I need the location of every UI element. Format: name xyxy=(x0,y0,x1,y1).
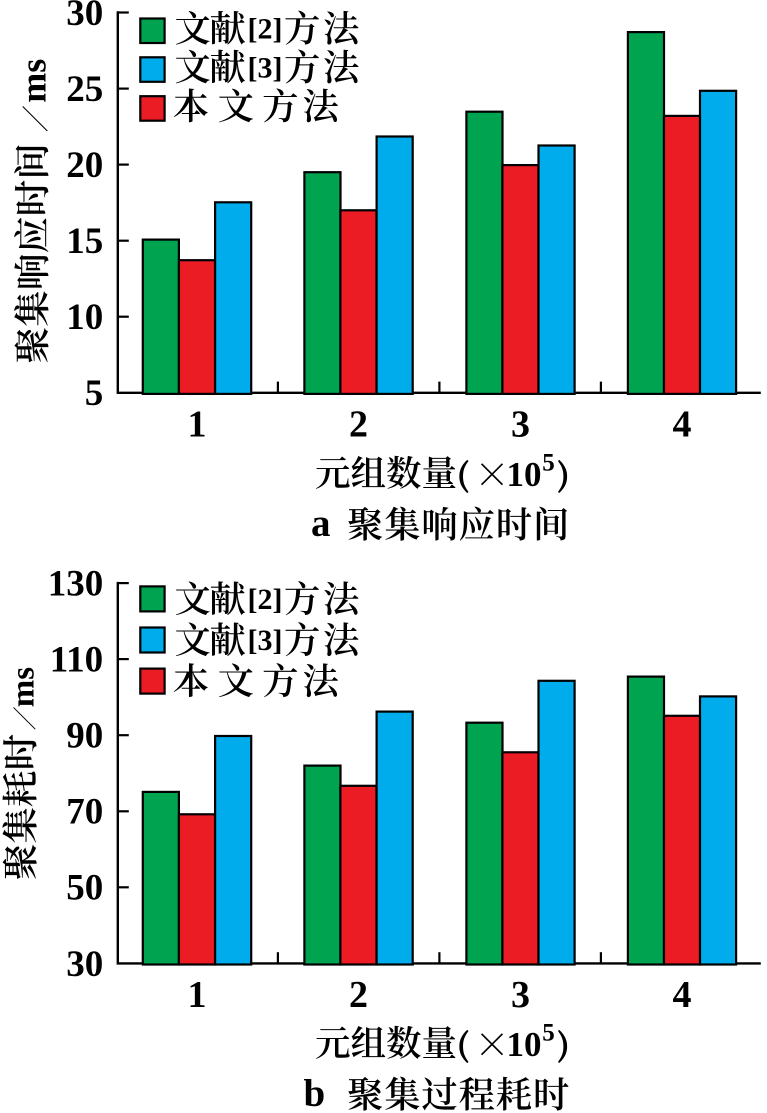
svg-text:50: 50 xyxy=(66,868,103,909)
svg-text:130: 130 xyxy=(48,564,104,605)
svg-text:4: 4 xyxy=(673,974,692,1016)
svg-text:5: 5 xyxy=(542,450,555,477)
svg-text:2: 2 xyxy=(349,404,368,446)
svg-text:[3]: [3] xyxy=(248,51,283,84)
svg-text:25: 25 xyxy=(66,69,103,110)
svg-text:ms: ms xyxy=(13,59,53,103)
svg-text:10: 10 xyxy=(507,455,542,494)
svg-text:b: b xyxy=(304,1072,326,1113)
svg-text:90: 90 xyxy=(66,716,103,757)
svg-text:1: 1 xyxy=(188,404,207,446)
svg-text:1: 1 xyxy=(188,974,207,1016)
svg-text:[3]: [3] xyxy=(248,624,283,657)
svg-text:10: 10 xyxy=(66,297,103,338)
svg-text:[2]: [2] xyxy=(248,583,283,616)
svg-text:3: 3 xyxy=(511,404,530,446)
svg-text:10: 10 xyxy=(507,1025,542,1064)
svg-text:20: 20 xyxy=(66,145,103,186)
svg-text:70: 70 xyxy=(66,792,103,833)
svg-text:2: 2 xyxy=(349,974,368,1016)
svg-text:5: 5 xyxy=(542,1020,555,1047)
svg-text:ms: ms xyxy=(6,667,42,707)
svg-text:3: 3 xyxy=(511,974,530,1016)
svg-text:30: 30 xyxy=(66,0,103,34)
svg-text:110: 110 xyxy=(50,640,103,681)
svg-text:4: 4 xyxy=(673,404,692,446)
svg-text:15: 15 xyxy=(66,221,103,262)
svg-text:30: 30 xyxy=(66,944,103,985)
svg-text:[2]: [2] xyxy=(248,13,283,46)
svg-text:a: a xyxy=(311,502,331,545)
svg-text:5: 5 xyxy=(85,373,104,414)
